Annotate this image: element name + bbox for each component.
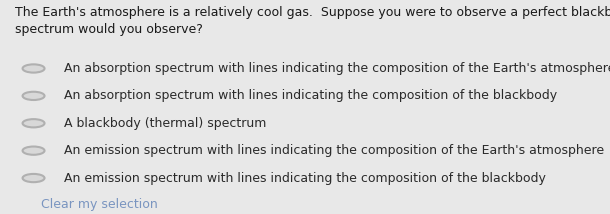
Ellipse shape <box>23 119 45 127</box>
Ellipse shape <box>23 92 45 100</box>
Text: The Earth's atmosphere is a relatively cool gas.  Suppose you were to observe a : The Earth's atmosphere is a relatively c… <box>15 6 610 36</box>
Text: An absorption spectrum with lines indicating the composition of the blackbody: An absorption spectrum with lines indica… <box>64 89 557 102</box>
Text: Clear my selection: Clear my selection <box>41 198 158 211</box>
Ellipse shape <box>23 64 45 73</box>
Text: An emission spectrum with lines indicating the composition of the blackbody: An emission spectrum with lines indicati… <box>64 172 546 184</box>
Text: An emission spectrum with lines indicating the composition of the Earth's atmosp: An emission spectrum with lines indicati… <box>64 144 604 157</box>
Text: An absorption spectrum with lines indicating the composition of the Earth's atmo: An absorption spectrum with lines indica… <box>64 62 610 75</box>
Text: A blackbody (thermal) spectrum: A blackbody (thermal) spectrum <box>64 117 267 130</box>
Ellipse shape <box>23 147 45 155</box>
Ellipse shape <box>23 174 45 182</box>
